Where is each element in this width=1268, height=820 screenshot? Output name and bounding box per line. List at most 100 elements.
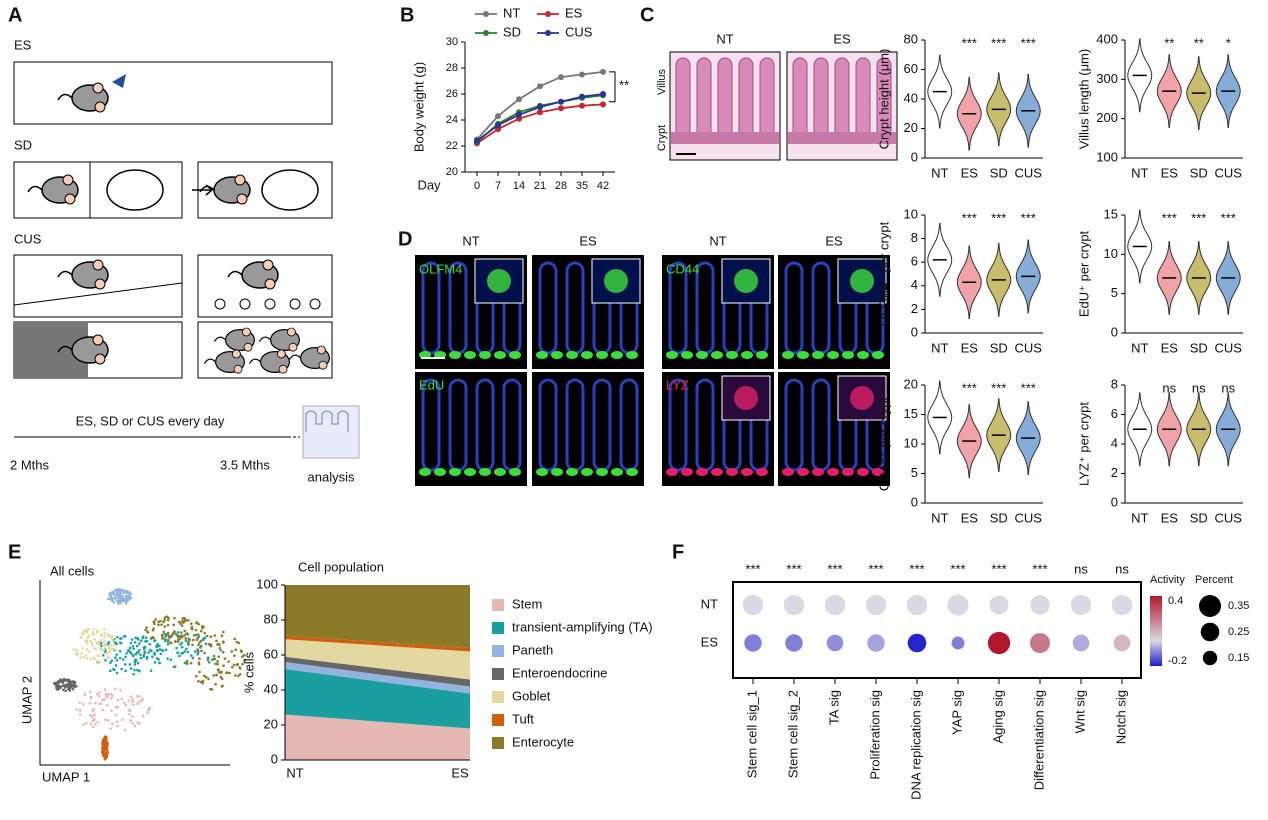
umap-point [85, 721, 88, 725]
bedding [289, 298, 301, 310]
umap-point [183, 634, 186, 637]
umap-point [83, 693, 87, 697]
umap-point [123, 701, 126, 705]
mouse-ear [318, 360, 328, 370]
mouse-ear [278, 364, 288, 374]
legend-swatch [492, 691, 504, 703]
umap-point [134, 652, 138, 656]
umap-point [129, 667, 133, 670]
signal [479, 468, 491, 476]
mouse-ear [232, 349, 241, 359]
villus-outline [784, 378, 804, 472]
mouse-tail [199, 185, 215, 193]
y-tick-label: 0 [911, 324, 918, 339]
umap-point [127, 595, 131, 599]
mouse [57, 82, 109, 113]
umap-point [201, 681, 204, 685]
mouse-ear [287, 327, 296, 337]
mouse-tail [248, 358, 262, 364]
y-tick-label: 2 [1111, 465, 1118, 480]
umap-point [89, 657, 92, 661]
signal [696, 351, 708, 359]
signal [711, 468, 723, 476]
x-tick-label: 42 [597, 180, 609, 192]
label: NT [709, 233, 726, 248]
umap-point [239, 649, 243, 652]
signal [681, 468, 693, 476]
umap-point [161, 637, 164, 640]
umap-point [102, 638, 106, 642]
signal [581, 351, 593, 359]
size-legend [1199, 595, 1221, 617]
label: Villus [656, 68, 668, 95]
umap-point [230, 650, 234, 653]
umap-point [75, 648, 79, 652]
umap-point [91, 715, 94, 718]
significance: ns [1162, 380, 1176, 395]
y-tick-label: 60 [904, 61, 918, 76]
y-tick-label: 20 [904, 120, 918, 135]
umap-point [164, 648, 168, 652]
umap-point [138, 642, 141, 645]
dot [783, 594, 805, 616]
umap-point [79, 656, 82, 659]
x-tick-label: SD [1190, 165, 1208, 180]
umap-point [78, 701, 82, 705]
point [579, 93, 585, 100]
umap-point [91, 709, 95, 713]
significance: *** [868, 561, 883, 576]
umap-point [105, 741, 108, 745]
umap-point [197, 643, 200, 647]
umap-point [69, 681, 73, 685]
y-axis-label: LYZ⁺ per crypt [1076, 402, 1091, 486]
signal [464, 351, 476, 359]
label: UMAP 2 [19, 676, 34, 724]
umap-point [64, 689, 68, 693]
signal [812, 468, 824, 476]
umap-point [115, 653, 119, 656]
umap-point [153, 622, 156, 626]
point [537, 104, 543, 110]
umap-point [144, 640, 147, 643]
umap-point [114, 706, 118, 709]
umap-point [95, 630, 99, 634]
legend-swatch [492, 737, 504, 749]
umap-point [99, 639, 102, 642]
umap-point [125, 651, 128, 655]
x-tick-label: Proliferation sig [867, 690, 882, 780]
y-tick-label: 24 [446, 114, 458, 126]
signal [666, 468, 678, 476]
umap-point [163, 625, 167, 628]
umap-point [222, 664, 225, 667]
umap-point [75, 708, 79, 711]
dot [906, 594, 928, 616]
umap-point [178, 654, 181, 658]
significance: *** [950, 561, 965, 576]
signal [782, 351, 794, 359]
umap-point [136, 702, 139, 705]
umap-point [148, 642, 152, 646]
y-tick-label: 26 [446, 88, 458, 100]
signal [797, 468, 809, 476]
umap-point [91, 656, 95, 659]
mouse-ear [94, 278, 106, 290]
umap-point [111, 722, 114, 726]
significance: *** [1191, 210, 1206, 225]
umap-point [102, 627, 106, 631]
umap-point [163, 618, 166, 622]
umap-point [212, 654, 216, 658]
row-label: NT [701, 596, 718, 611]
x-tick-label: ES [961, 165, 979, 180]
y-tick-label: 8 [1111, 376, 1118, 391]
point [537, 83, 543, 90]
x-tick-label: TA sig [826, 690, 841, 725]
villus [759, 57, 775, 141]
umap-point [222, 630, 225, 634]
umap-point [177, 640, 180, 643]
x-tick-label: Notch sig [1113, 690, 1128, 744]
umap-point [129, 592, 133, 595]
umap-point [203, 651, 206, 655]
umap-point [196, 652, 199, 656]
area [285, 585, 470, 648]
umap-point [131, 644, 135, 648]
